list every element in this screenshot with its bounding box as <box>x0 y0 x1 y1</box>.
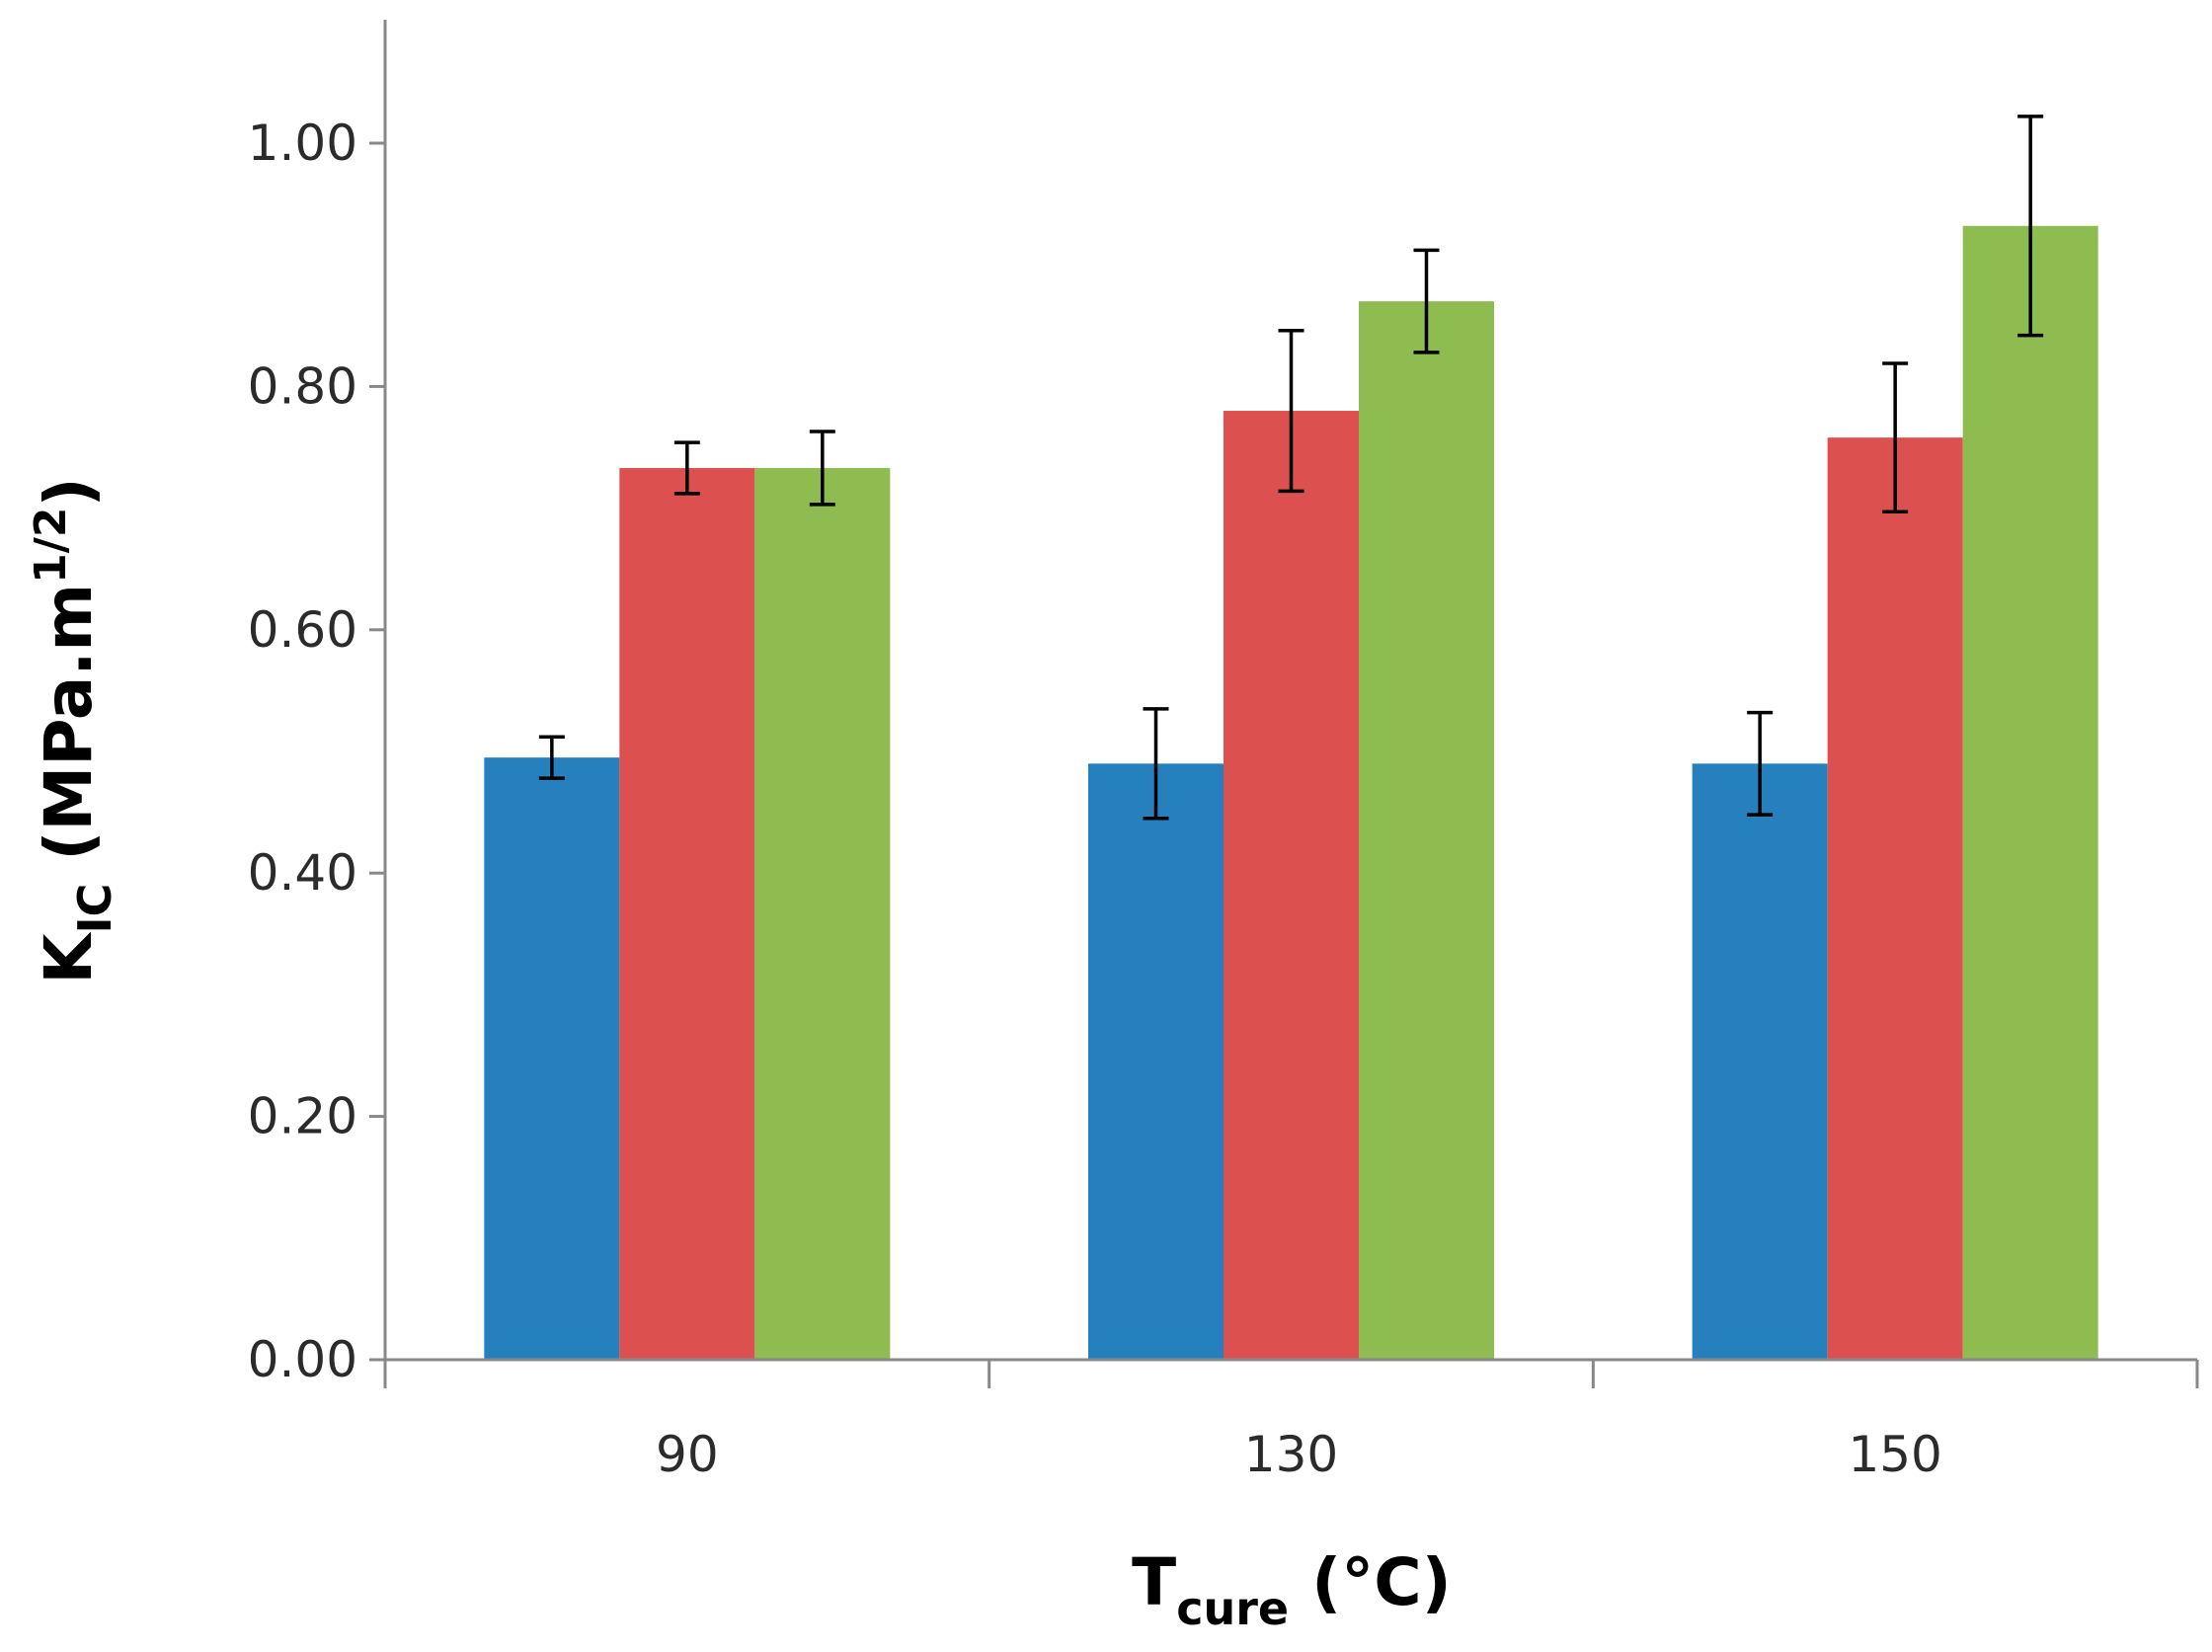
y-tick-label: 0.40 <box>248 844 357 902</box>
error-bar-series-3-150 <box>2017 115 2044 338</box>
error-bars-layer <box>538 115 2044 821</box>
y-tick-label: 0.20 <box>248 1088 357 1145</box>
x-axis-title: Tcure (°C) <box>1132 1544 1452 1635</box>
y-axis-title: KIC (MPa.m1/2) <box>26 477 121 983</box>
bar-series-3-90 <box>754 467 891 1361</box>
error-bar-series-2-130 <box>1278 328 1304 494</box>
bar-series-2-150 <box>1827 437 1963 1360</box>
bar-series-3-150 <box>1962 225 2098 1360</box>
bar-series-1-130 <box>1088 763 1224 1360</box>
error-bar-series-2-90 <box>673 440 700 496</box>
bar-series-2-130 <box>1224 411 1359 1360</box>
error-bar-series-3-130 <box>1413 248 1440 354</box>
y-tick-label: 0.60 <box>248 601 357 659</box>
bar-series-1-90 <box>484 757 620 1360</box>
y-tick-label: 0.00 <box>248 1331 357 1388</box>
error-bar-series-1-130 <box>1143 707 1169 821</box>
bars-layer <box>484 225 2098 1361</box>
axes-layer <box>383 20 2197 1362</box>
error-bar-series-3-90 <box>809 430 835 507</box>
y-tick-label: 1.00 <box>248 115 357 172</box>
ticks-layer: 0.00 0.20 0.40 0.60 0.80 1.00 90 130 150 <box>248 115 2199 1483</box>
bar-series-1-150 <box>1692 763 1828 1360</box>
bar-series-3-130 <box>1359 301 1494 1360</box>
error-bar-series-1-90 <box>538 735 565 780</box>
bar-series-2-90 <box>619 467 755 1361</box>
error-bar-series-2-150 <box>1882 361 1909 514</box>
error-bar-series-1-150 <box>1747 710 1774 817</box>
y-tick-label: 0.80 <box>248 357 357 415</box>
x-tick-label: 90 <box>656 1426 719 1483</box>
x-tick-label: 130 <box>1244 1426 1338 1483</box>
x-tick-label: 150 <box>1848 1426 1941 1483</box>
